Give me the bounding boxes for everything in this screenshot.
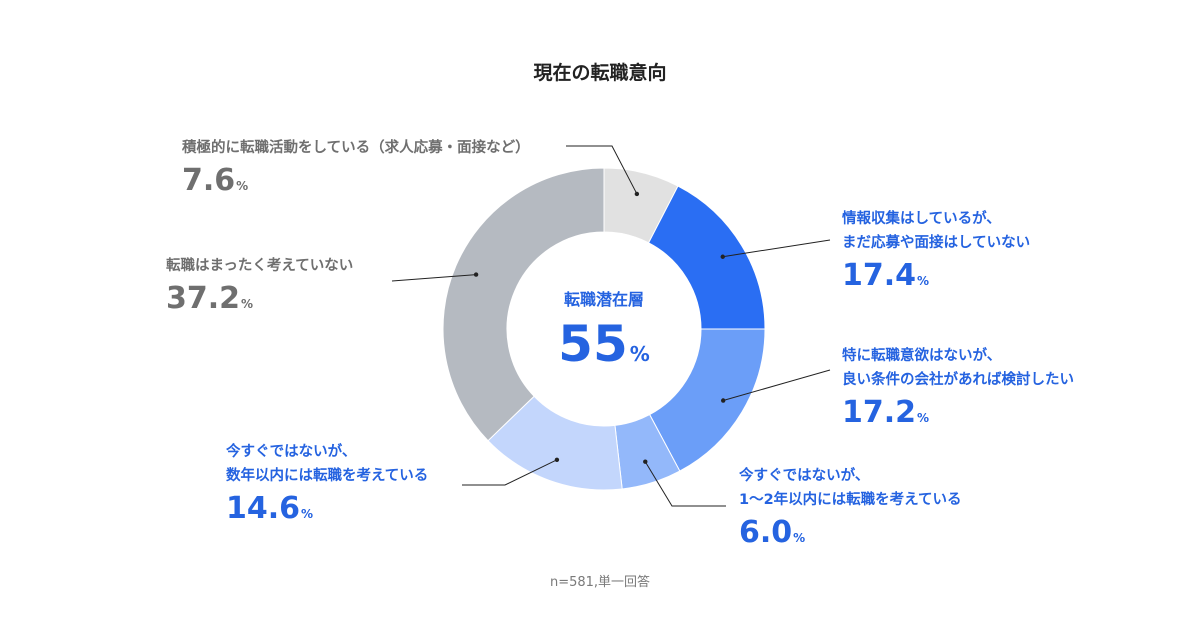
slice-unit-3: % [793,531,806,545]
leader-line-1 [722,239,831,258]
slice-value-4: 14.6 [226,491,301,526]
sample-note: n=581,単一回答 [549,575,651,590]
slice-label-0-line-0: 積極的に転職活動をしている（求人応募・面接など） [182,140,530,156]
center-label: 転職潜在層 [563,290,644,309]
leader-line-5 [391,274,477,282]
leader-line-3 [644,461,726,507]
slice-label-0: 積極的に転職活動をしている（求人応募・面接など） 7.6% [182,136,530,203]
slice-label-2-line-0: 特に転職意欲はないが、 [842,348,1002,364]
leader-line-0 [566,145,638,195]
center-unit: % [629,342,650,366]
chart-title: 現在の転職意向 [533,62,667,84]
leader-dot-2 [720,398,726,403]
slice-label-1-line-0: 情報収集はしているが、 [842,211,1001,227]
leader-dot-3 [643,459,648,464]
slice-label-5-line-0: 転職はまったく考えていない [166,258,354,274]
slice-unit-5: % [241,297,254,311]
slice-label-4-line-0: 今すぐではないが、 [226,444,357,460]
leader-line-2 [723,369,831,401]
slice-label-1: 情報収集はしているが、 まだ応募や面接はしていない 17.4% [842,207,1030,298]
leader-dot-0 [634,191,640,197]
slice-value-1: 17.4 [842,258,917,293]
leader-dot-5 [473,272,479,277]
slice-label-3-line-1: 1〜2年以内には転職を考えている [739,492,962,508]
slice-label-3: 今すぐではないが、 1〜2年以内には転職を考えている 6.0% [739,464,961,555]
slice-label-3-line-0: 今すぐではないが、 [739,468,870,484]
slice-label-5: 転職はまったく考えていない 37.2% [166,254,353,321]
slice-value-2: 17.2 [842,395,917,430]
slice-label-4-line-1: 数年以内には転職を考えている [226,468,429,484]
slice-unit-4: % [301,507,314,521]
slice-5 [442,167,605,442]
slice-value-3: 6.0 [739,515,793,550]
slice-unit-1: % [917,274,930,288]
slice-label-4: 今すぐではないが、 数年以内には転職を考えている 14.6% [226,440,428,531]
slice-label-2-line-1: 良い条件の会社があれば検討したい [842,372,1074,388]
leader-dot-4 [554,457,560,462]
donut-center: 転職潜在層 55% [504,286,704,386]
slice-label-2: 特に転職意欲はないが、 良い条件の会社があれば検討したい 17.2% [842,344,1074,435]
leader-dot-1 [720,254,725,259]
leader-line-4 [462,459,558,486]
slice-value-0: 7.6 [182,163,236,198]
slice-label-1-line-1: まだ応募や面接はしていない [842,235,1031,251]
slice-unit-2: % [917,411,930,425]
center-value: 55 [558,315,628,373]
slice-unit-0: % [236,179,249,193]
slice-value-5: 37.2 [166,281,241,316]
